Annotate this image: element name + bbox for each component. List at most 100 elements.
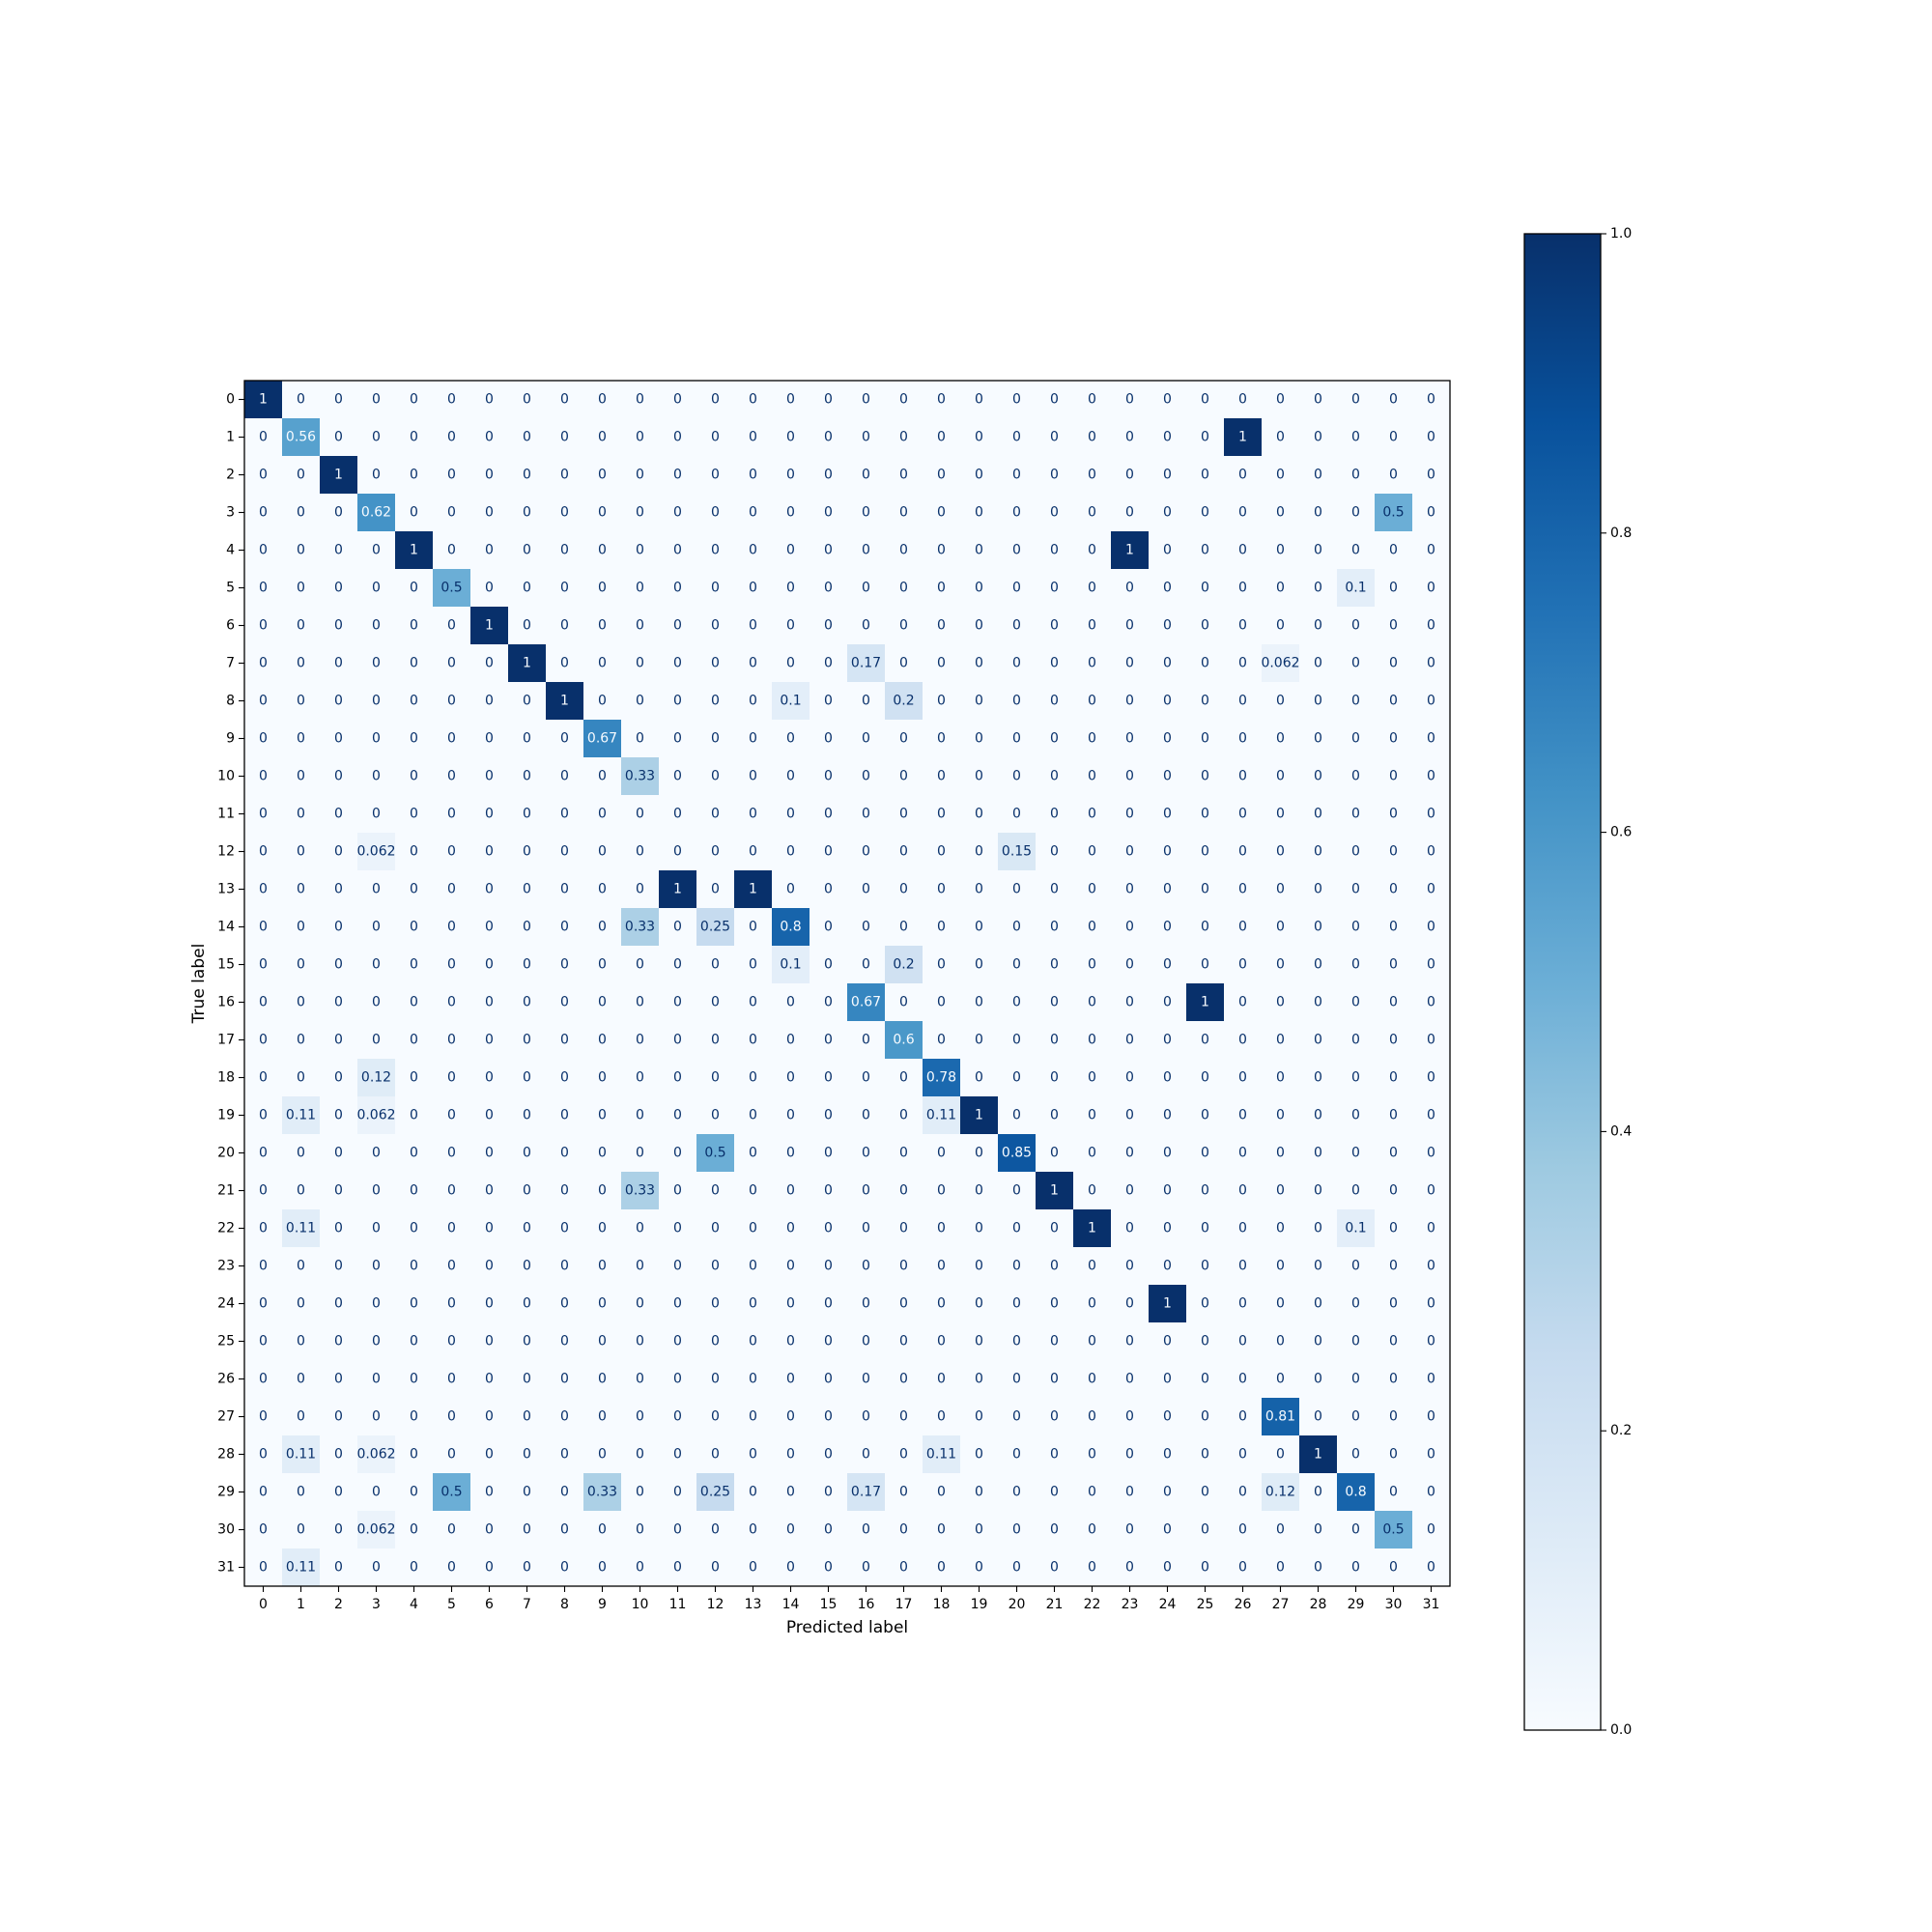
cell-value-label: 0 [447,430,456,445]
cell-value-label: 0 [297,1372,305,1387]
matrix-cell [734,1435,773,1474]
matrix-cell [1412,720,1451,758]
matrix-cell [1337,1285,1376,1323]
matrix-cell [1224,1096,1263,1135]
cell-value-label: 0 [485,920,494,935]
matrix-cell [508,456,547,495]
matrix-cell [659,795,697,834]
cell-value-label: 0 [334,1447,343,1463]
matrix-cell [1337,1473,1376,1512]
matrix-cell [696,908,735,947]
cell-value-label: 0 [711,844,720,860]
matrix-cell [244,1096,283,1135]
cell-value-label: 0 [1427,505,1435,521]
matrix-cell [470,682,509,721]
matrix-cell [1073,1134,1112,1173]
matrix-cell [923,381,961,419]
matrix-cell [1073,1473,1112,1512]
matrix-cell [847,644,886,683]
matrix-cell [960,1322,999,1361]
cell-value-label: 0 [673,1522,682,1538]
matrix-cell [810,1172,848,1210]
cell-value-label: 0 [1238,694,1247,709]
matrix-cell [1262,1021,1300,1060]
matrix-cell [320,1511,358,1549]
matrix-cell [659,1511,697,1549]
cell-value-label: 0 [410,844,418,860]
cell-value-label: 0 [485,731,494,747]
matrix-cell [1149,1285,1187,1323]
matrix-cell [659,531,697,570]
cell-value-label: 0 [1389,769,1398,784]
cell-value-label: 0.78 [926,1070,956,1086]
cell-value-label: 0.56 [286,430,316,445]
matrix-cell [546,381,584,419]
cell-value-label: 0 [259,618,268,634]
cell-value-label: 0 [598,618,607,634]
cell-value-label: 0 [1276,920,1285,935]
cell-value-label: 0 [1238,1560,1247,1576]
matrix-cell [810,1059,848,1097]
cell-value-label: 0 [447,618,456,634]
cell-value-label: 0 [1238,1409,1247,1425]
cell-value-label: 0 [937,1560,946,1576]
cell-value-label: 0 [711,581,720,596]
cell-value-label: 0 [1050,957,1059,973]
cell-value-label: 0 [1201,957,1209,973]
cell-value-label: 0 [1088,769,1096,784]
matrix-cell [1186,644,1225,683]
cell-value-label: 0 [862,769,870,784]
cell-value-label: 0 [711,1183,720,1199]
cell-value-label: 0 [447,543,456,558]
matrix-cell [1337,456,1376,495]
matrix-cell [810,870,848,909]
cell-value-label: 0 [1050,1409,1059,1425]
cell-value-label: 0 [334,1522,343,1538]
cell-value-label: 0 [560,1183,569,1199]
cell-value-label: 0 [636,656,644,671]
matrix-cell [433,644,471,683]
matrix-cell [1412,682,1451,721]
cell-value-label: 0 [372,543,381,558]
matrix-cell [1375,1398,1413,1436]
cell-value-label: 0 [1050,1259,1059,1274]
cell-value-label: 0 [485,957,494,973]
matrix-cell [847,983,886,1022]
cell-value-label: 0 [334,957,343,973]
matrix-cell [395,381,434,419]
matrix-cell [1412,644,1451,683]
cell-value-label: 0 [1427,1485,1435,1500]
matrix-cell [1036,1134,1074,1173]
matrix-cell [508,607,547,645]
cell-value-label: 0 [824,1296,833,1312]
cell-value-label: 0 [1088,882,1096,897]
matrix-cell [244,607,283,645]
cell-value-label: 0 [975,392,983,408]
cell-value-label: 0 [824,957,833,973]
cell-value-label: 0 [523,1259,531,1274]
matrix-cell [810,1322,848,1361]
matrix-cell [282,983,321,1022]
colorbar-tick-label: 0.0 [1610,1722,1632,1738]
cell-value-label: 0 [1012,1522,1021,1538]
matrix-cell [923,607,961,645]
matrix-cell [1149,1511,1187,1549]
matrix-cell [1073,833,1112,871]
matrix-cell [1262,908,1300,947]
cell-value-label: 0 [786,468,795,483]
matrix-cell [998,682,1037,721]
cell-value-label: 0 [824,430,833,445]
matrix-cell [923,1247,961,1286]
matrix-cell [1337,1435,1376,1474]
matrix-cell [960,1285,999,1323]
matrix-cell [960,531,999,570]
matrix-cell [1412,1172,1451,1210]
matrix-cell [1262,682,1300,721]
cell-value-label: 0 [1088,656,1096,671]
cell-value-label: 0 [598,505,607,521]
matrix-cell [1337,1021,1376,1060]
matrix-cell [923,795,961,834]
matrix-cell [1337,1398,1376,1436]
matrix-cell [320,1360,358,1399]
matrix-cell [433,757,471,796]
